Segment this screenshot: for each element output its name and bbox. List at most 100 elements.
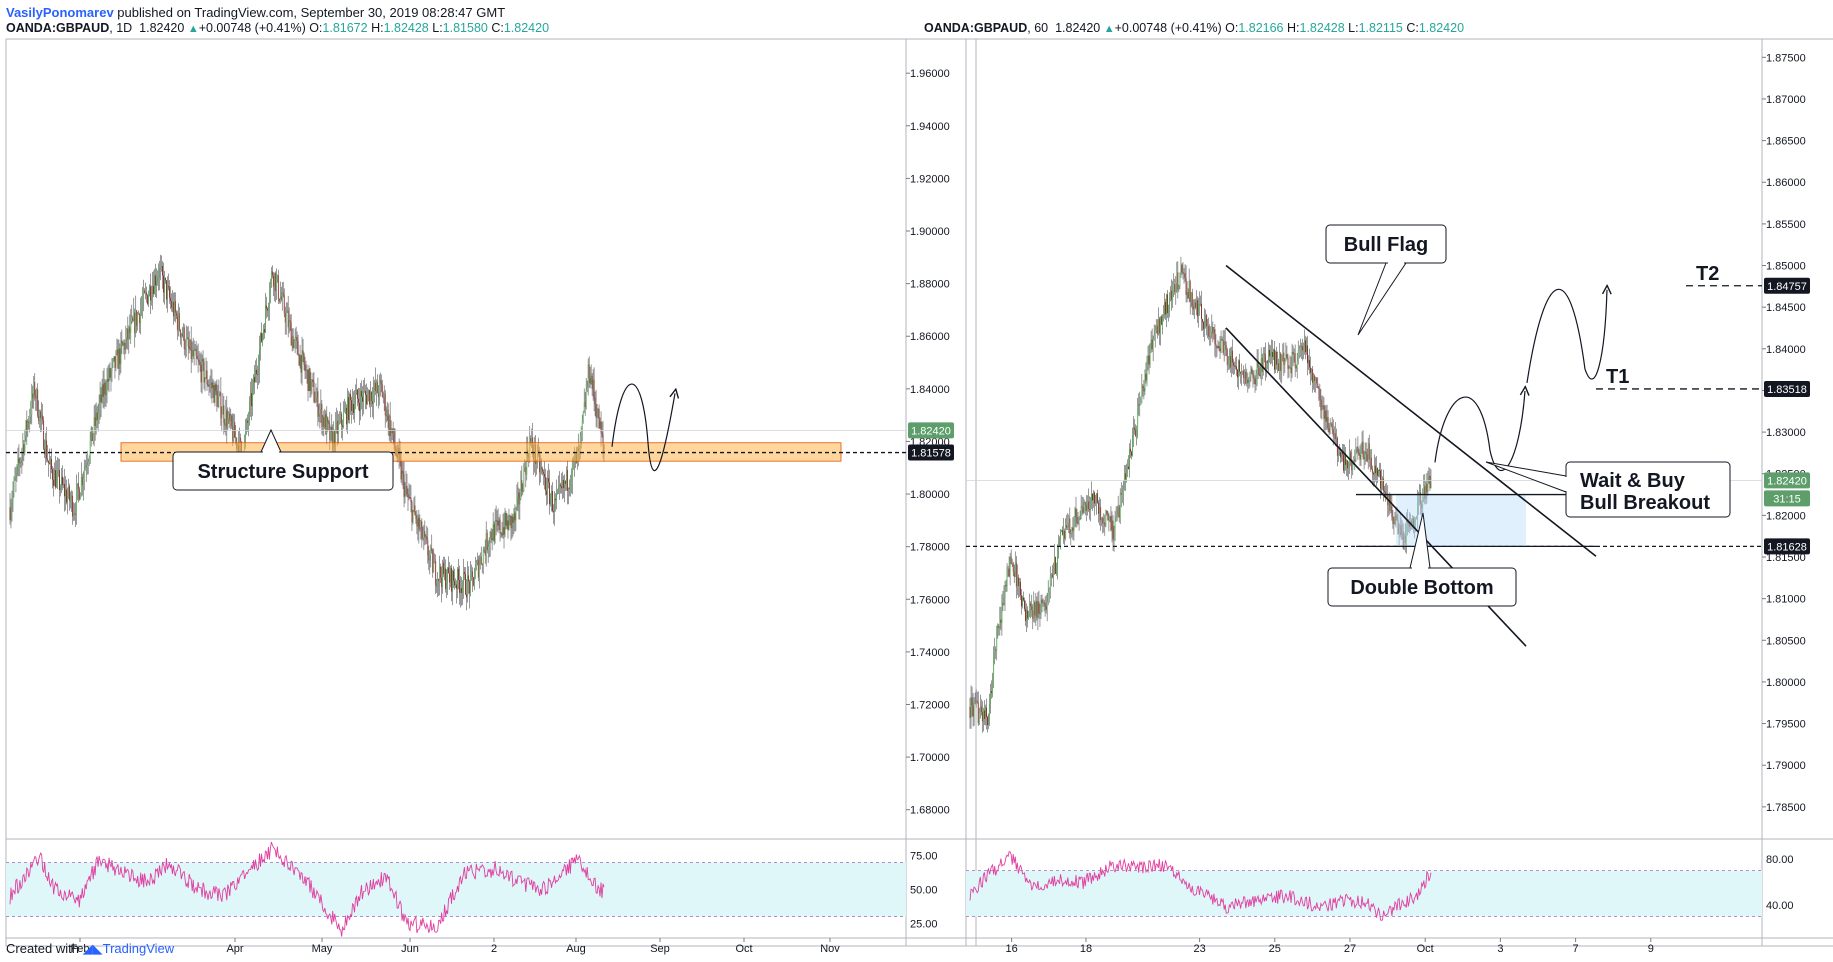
right-x-tick-label: Oct [1417, 943, 1434, 955]
right-candle-body [1313, 375, 1315, 383]
left-candle-body [416, 518, 418, 527]
right-candle-body [1042, 602, 1044, 604]
right-candle-body [1119, 493, 1121, 518]
legend-left-symbol[interactable]: OANDA:GBPAUD [6, 21, 110, 35]
left-candle-body [252, 387, 253, 407]
left-candle-body [432, 550, 434, 573]
right-candle-body [1140, 402, 1142, 405]
structure-support-callout[interactable] [172, 451, 394, 491]
left-candle-body [269, 281, 271, 298]
right-candle-body [1241, 372, 1243, 374]
left-candle-body [90, 427, 92, 441]
left-candle-body [34, 382, 36, 396]
left-candle-body [277, 275, 279, 299]
left-candle-body [159, 268, 160, 277]
author-link[interactable]: VasilyPonomarev [6, 5, 114, 20]
right-candle-body [1144, 373, 1146, 392]
right-candle-body [1031, 606, 1033, 611]
left-candle-body [548, 477, 549, 483]
right-candle-body [1414, 521, 1415, 527]
left-candle-body [233, 421, 235, 441]
right-candle-body [1001, 603, 1003, 623]
right-candle-body [1323, 405, 1325, 419]
left-candle-body [271, 271, 273, 276]
left-candle-body [559, 484, 560, 487]
right-candle-body [1202, 318, 1203, 323]
left-candle-body [259, 349, 260, 370]
right-candle-body [1338, 452, 1340, 456]
left-candle-body [377, 392, 379, 398]
bull-flag-callout[interactable] [1325, 224, 1447, 264]
left-candle-body [112, 359, 114, 364]
left-candle-body [149, 286, 150, 296]
right-candle-body [1383, 478, 1385, 491]
right-candle-body [1102, 518, 1104, 524]
legend-left-interval[interactable]: 1D [116, 21, 133, 35]
left-candle-body [312, 379, 314, 382]
left-x-tick-label: Oct [735, 943, 752, 955]
left-candle-body [258, 369, 259, 375]
right-candle-body [1296, 361, 1298, 369]
right-candle-body [1415, 519, 1416, 522]
right-candle-body [1041, 599, 1043, 603]
left-candle-body [248, 420, 249, 423]
right-candle-body [1207, 326, 1209, 328]
right-candle-body [1347, 460, 1349, 469]
left-candle-body [124, 342, 126, 351]
right-candle-body [1214, 329, 1216, 345]
right-candle-body [973, 703, 975, 717]
left-candle-body [474, 567, 476, 579]
left-candle-body [557, 490, 558, 494]
right-candle-body [1405, 521, 1407, 544]
right-candle-body [1333, 433, 1335, 437]
right-y-tick-label: 1.81000 [1766, 594, 1806, 606]
tradingview-brand-link[interactable]: TradingView [102, 941, 175, 956]
right-candle-body [990, 691, 991, 705]
right-candle-body [1395, 514, 1397, 517]
legend-right-symbol[interactable]: OANDA:GBPAUD [924, 21, 1028, 35]
right-candle-body [1100, 507, 1102, 521]
right-candle-body [1211, 326, 1213, 332]
right-candle-body [1418, 498, 1420, 502]
left-candle-body [139, 314, 141, 324]
left-rsi-line [9, 841, 605, 937]
right-candle-body [1174, 284, 1176, 292]
left-chart-pane[interactable]: 1.96000 1.94000 1.92000 1.90000 1.88000 1.860… [5, 38, 977, 955]
left-candle-body [199, 362, 201, 365]
right-candle-body [1242, 370, 1244, 373]
left-candle-body [196, 355, 198, 359]
right-candle-body [1124, 473, 1126, 480]
left-candle-body [309, 368, 311, 391]
left-candle-body [500, 533, 502, 534]
double-bottom-zone[interactable] [1396, 494, 1526, 547]
right-candle-body [1039, 613, 1041, 615]
right-y-tick-label: 1.82000 [1766, 510, 1806, 522]
left-candle-body [593, 379, 595, 398]
left-candle-body [65, 489, 66, 497]
right-candle-body [1372, 472, 1374, 475]
right-candle-body [982, 710, 984, 722]
legend-right-interval[interactable]: 60 [1034, 21, 1049, 35]
left-candle-body [60, 487, 61, 491]
left-candle-body [89, 440, 91, 457]
right-candle-body [1287, 357, 1289, 369]
right-candle-body [1377, 468, 1378, 476]
left-candle-body [441, 577, 443, 588]
right-candle-body [1147, 355, 1149, 361]
legend-left-up-triangle-icon: ▲ [187, 23, 199, 35]
right-candle-body [1392, 516, 1394, 524]
left-candle-body [358, 398, 359, 403]
left-candle-body [502, 527, 504, 536]
right-candle-body [1259, 374, 1261, 377]
right-candle-body [1051, 574, 1053, 578]
right-candle-body [979, 706, 981, 714]
legend-left: OANDA:GBPAUD, 1D 1.82420 ▲+0.00748 (+0.4… [6, 21, 550, 35]
right-candle-body [1417, 501, 1419, 517]
published-text: published on TradingView.com, September … [117, 5, 506, 20]
left-candle-body [489, 532, 491, 544]
left-candle-body [165, 278, 166, 281]
right-chart-pane[interactable]: 1.87500 1.87000 1.86500 1.86000 1.85500 1.850… [965, 38, 1833, 955]
left-candle-body [292, 335, 294, 348]
right-candle-body [1045, 605, 1047, 610]
